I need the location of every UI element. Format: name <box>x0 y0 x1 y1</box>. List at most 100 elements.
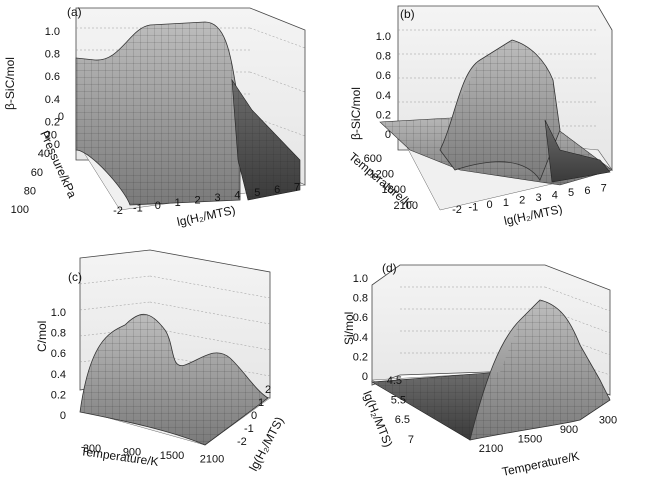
panel-b-drop-surface <box>544 119 611 183</box>
panel-d-xticks: 2100 1500 900 300 <box>479 415 617 456</box>
panel-d-yticks: 4.5 5.5 6.5 7 <box>387 375 414 446</box>
panel-b-x-tick-label: 5 <box>568 187 574 199</box>
panel-a-y-tick-label: 100 <box>11 204 29 216</box>
panel-b-x-tick-label: 2 <box>519 194 525 206</box>
panel-b-xlabel: lg(H₂/MTS) <box>503 202 564 228</box>
panel-a-x-tick-label: 1 <box>175 197 181 209</box>
panel-d-x-tick-label: 1500 <box>518 434 542 446</box>
panel-b-x-tick-label: 3 <box>535 192 541 204</box>
panel-a-xlabel: lg(H₂/MTS) <box>176 203 237 229</box>
panel-b-y-tick-label: 1200 <box>370 169 394 181</box>
panel-b-z-tick-label: 0.4 <box>376 90 391 102</box>
panel-c-x-tick-label: 300 <box>83 443 101 455</box>
panel-a: (a) β-SiC/mol lg(H₂/MTS) Pressure/kPa 00… <box>3 5 306 229</box>
panel-c-z-tick-label: 0.2 <box>51 389 66 401</box>
panel-c-y-tick-label: 1 <box>258 397 264 409</box>
panel-b-y-tick-label: 1800 <box>382 184 406 196</box>
panel-d-surface-mesh <box>372 300 610 440</box>
panel-c-y-tick-label: -2 <box>237 436 247 448</box>
panel-a-x-tick-label: 4 <box>234 189 240 201</box>
panel-d-y-tick-label: 6.5 <box>395 414 410 426</box>
panel-d-y-tick-label: 4.5 <box>387 375 402 387</box>
panel-c-x-tick-label: 900 <box>123 447 141 459</box>
panel-b-y-tick-label: 2100 <box>394 200 418 212</box>
panel-b-z-tick-label: 0.8 <box>376 51 391 63</box>
panel-c-z-tick-label: 0.6 <box>51 348 66 360</box>
panel-d-zlabel: Si/mol <box>342 312 356 345</box>
panel-b-x-tick-label: 4 <box>552 190 558 202</box>
panel-c-z-tick-label: 0.4 <box>51 369 66 381</box>
panel-b-z-tick-label: 1.0 <box>376 31 391 43</box>
panel-a-z-tick-label: 1.0 <box>45 26 60 38</box>
panel-d-z-tick-label: 0.8 <box>353 293 368 305</box>
panel-a-xticks: -2 -1 0 1 2 3 4 5 6 7 <box>113 182 300 217</box>
panel-a-y-tick-label: 0 <box>58 111 64 123</box>
panel-b-yticks: 600 1200 1800 2100 <box>364 153 418 212</box>
panel-b-z-tick-label: 0.2 <box>376 109 391 121</box>
panel-d-z-tick-label: 0.2 <box>353 351 368 363</box>
panel-a-surface-mesh <box>76 22 240 205</box>
panel-c-x-tick-label: 2100 <box>200 454 224 466</box>
panel-a-zticks: 0 0.2 0.4 0.6 0.8 1.0 <box>45 26 60 151</box>
panel-a-z-tick-label: 0.2 <box>45 116 60 128</box>
panel-a-z-tick-label: 0.4 <box>45 94 60 106</box>
panel-d-xlabel: Temperature/K <box>501 449 581 479</box>
panel-a-x-tick-label: -2 <box>113 205 123 217</box>
panel-d-label: (d) <box>382 261 397 275</box>
panel-c-label: (c) <box>68 270 82 284</box>
panel-d-zticks: 0 0.2 0.4 0.6 0.8 1.0 <box>353 273 368 383</box>
panel-d-z-tick-label: 0 <box>362 371 368 383</box>
panel-d-x-tick-label: 300 <box>599 415 617 427</box>
panel-b-x-tick-label: 7 <box>601 182 607 194</box>
panel-a-z-tick-label: 0 <box>54 139 60 151</box>
panel-b: (b) β-SiC/mol lg(H₂/MTS) Temperature/K 0… <box>346 5 613 228</box>
panel-b-zticks: 0 0.2 0.4 0.6 0.8 1.0 <box>376 31 391 141</box>
panel-c-xticks: 300 900 1500 2100 <box>83 443 224 466</box>
panel-a-drop-surface-mesh <box>232 80 300 200</box>
panel-b-label: (b) <box>400 7 415 21</box>
panel-c-zlabel: C/mol <box>35 321 49 352</box>
panel-a-x-tick-label: 3 <box>214 192 220 204</box>
panel-b-x-tick-label: 1 <box>503 197 509 209</box>
panel-c-y-tick-label: 2 <box>265 384 271 396</box>
panel-d-x-tick-label: 2100 <box>479 443 503 455</box>
panel-b-y-tick-label: 600 <box>364 153 382 165</box>
panel-b-x-tick-label: -2 <box>452 204 462 216</box>
panel-a-z-tick-label: 0.8 <box>45 49 60 61</box>
panel-a-x-tick-label: 5 <box>254 187 260 199</box>
panel-a-x-tick-label: 7 <box>294 182 300 194</box>
panel-b-z-tick-label: 0.6 <box>376 70 391 82</box>
panel-a-y-tick-label: 80 <box>24 185 36 197</box>
panel-b-z-tick-label: 0 <box>385 129 391 141</box>
panel-a-y-tick-label: 60 <box>31 167 43 179</box>
panel-c-z-tick-label: 1.0 <box>51 307 66 319</box>
panel-b-zlabel: β-SiC/mol <box>349 87 363 140</box>
panel-b-x-tick-label: 6 <box>584 185 590 197</box>
panel-a-x-tick-label: 2 <box>195 195 201 207</box>
panel-c-z-tick-label: 0.8 <box>51 328 66 340</box>
panel-d-z-tick-label: 0.4 <box>353 332 368 344</box>
panel-d-y-tick-label: 7 <box>408 434 414 446</box>
panel-a-zlabel: β-SiC/mol <box>3 57 17 110</box>
panel-d: (d) Si/mol Temperature/K lg(H₂/MTS) 00.2… <box>342 261 617 479</box>
panel-c-y-tick-label: 0 <box>251 410 257 422</box>
panel-a-x-tick-label: -1 <box>133 202 143 214</box>
panel-d-y-tick-label: 5.5 <box>391 395 406 407</box>
panel-c-surface-mesh <box>80 314 268 445</box>
panel-a-label: (a) <box>67 5 82 19</box>
panel-b-x-tick-label: 0 <box>487 199 493 211</box>
panel-c: (c) C/mol Temperature/K lg(H₂/MTS) 00.20… <box>35 249 287 473</box>
panel-a-y-tick-label: 40 <box>38 148 50 160</box>
panel-a-yticks: 020 40 60 80 100 <box>11 111 64 216</box>
panel-c-zticks: 0 0.2 0.4 0.6 0.8 1.0 <box>51 307 66 422</box>
panel-a-y-tick-label: 20 <box>45 130 57 142</box>
panel-c-z-tick-label: 0 <box>60 410 66 422</box>
panel-c-y-tick-label: -1 <box>244 423 254 435</box>
panel-b-x-tick-label: -1 <box>468 202 478 214</box>
panel-c-x-tick-label: 1500 <box>160 450 184 462</box>
panel-a-x-tick-label: 0 <box>155 200 161 212</box>
panel-a-x-tick-label: 6 <box>274 184 280 196</box>
panel-d-z-tick-label: 1.0 <box>353 273 368 285</box>
